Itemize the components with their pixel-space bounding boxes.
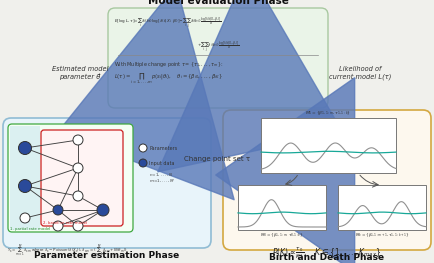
- Text: $L(\tau) = \prod_{i=1,...,m} p(s_i|\theta_i), \quad \theta_i = \{\beta_{i0},...,: $L(\tau) = \prod_{i=1,...,m} p(s_i|\thet…: [114, 72, 223, 86]
- Circle shape: [139, 144, 147, 152]
- Circle shape: [20, 213, 30, 223]
- Text: Model evaluation Phase: Model evaluation Phase: [148, 0, 289, 6]
- Text: With Multiple change point $\tau = \{\tau_1,...,\tau_m\}$:: With Multiple change point $\tau = \{\ta…: [114, 60, 224, 69]
- Bar: [10, 126, 40, 230]
- Bar: [261, 118, 396, 173]
- Circle shape: [97, 204, 109, 216]
- Text: Change point set τ: Change point set τ: [184, 156, 250, 162]
- Text: Parameter estimation Phase: Parameter estimation Phase: [34, 251, 180, 260]
- Text: Input data: Input data: [149, 160, 174, 165]
- Text: Birth and Death Phase: Birth and Death Phase: [270, 253, 385, 262]
- Text: 2. baseline rate model: 2. baseline rate model: [43, 221, 87, 225]
- FancyBboxPatch shape: [108, 8, 328, 108]
- Text: $m\!=\!1,...,M$: $m\!=\!1,...,M$: [149, 178, 175, 185]
- Text: Estimated model
parameter θ̂: Estimated model parameter θ̂: [52, 66, 108, 80]
- Circle shape: [139, 159, 147, 167]
- Text: Parameters: Parameters: [149, 145, 177, 150]
- Circle shape: [73, 163, 83, 173]
- Bar: [238, 185, 326, 230]
- Text: Likelihood of
current model L(τ): Likelihood of current model L(τ): [329, 66, 391, 80]
- Text: $E[\log L,\tau]\!=\!\sum_i \lambda_i(h_i)\log[\lambda(t|X_i,\beta_i)]\!-\!\sum_i: $E[\log L,\tau]\!=\!\sum_i \lambda_i(h_i…: [114, 16, 221, 31]
- Bar: [338, 185, 426, 230]
- Text: $M_k=\{\beta_{1,1:m+1},\tau_{1,1:k+1}\}$: $M_k=\{\beta_{1,1:m+1},\tau_{1,1:k+1}\}$: [355, 231, 409, 239]
- Text: 1. partial rate model: 1. partial rate model: [10, 227, 50, 231]
- Circle shape: [53, 221, 63, 231]
- Text: $n\!=\!1,...,N$: $n\!=\!1,...,N$: [149, 170, 174, 178]
- FancyBboxPatch shape: [8, 124, 133, 232]
- Text: $M_0=\{\beta_{1,1:m},\tau_{0,1:k}\}$: $M_0=\{\beta_{1,1:m},\tau_{0,1:k}\}$: [260, 231, 304, 239]
- Circle shape: [73, 191, 83, 201]
- FancyBboxPatch shape: [41, 130, 123, 226]
- Circle shape: [19, 180, 32, 193]
- Text: $Y_s=\sum_{m=1}^{M}\lambda_{sm}$ where $\lambda_s\sim Poisson(\lambda(X_s)), \la: $Y_s=\sum_{m=1}^{M}\lambda_{sm}$ where $…: [7, 243, 128, 260]
- Text: $+\sum_i\sum_j \lambda_i(h_i)\frac{\log[\lambda(t|X_i,\beta_i)]}{d}$: $+\sum_i\sum_j \lambda_i(h_i)\frac{\log[…: [197, 40, 239, 55]
- Circle shape: [73, 221, 83, 231]
- Text: $M_1=\{\beta_{1,1:m},\tau_{1,1:k}\}$: $M_1=\{\beta_{1,1:m},\tau_{1,1:k}\}$: [306, 109, 352, 117]
- Circle shape: [73, 135, 83, 145]
- Circle shape: [19, 141, 32, 154]
- FancyBboxPatch shape: [223, 110, 431, 250]
- FancyBboxPatch shape: [3, 118, 211, 248]
- Text: $P(K) \propto \frac{\tau_0}{K!}, \quad K \in \{1,...,K_{max}\}$: $P(K) \propto \frac{\tau_0}{K!}, \quad K…: [272, 245, 382, 261]
- Circle shape: [53, 205, 63, 215]
